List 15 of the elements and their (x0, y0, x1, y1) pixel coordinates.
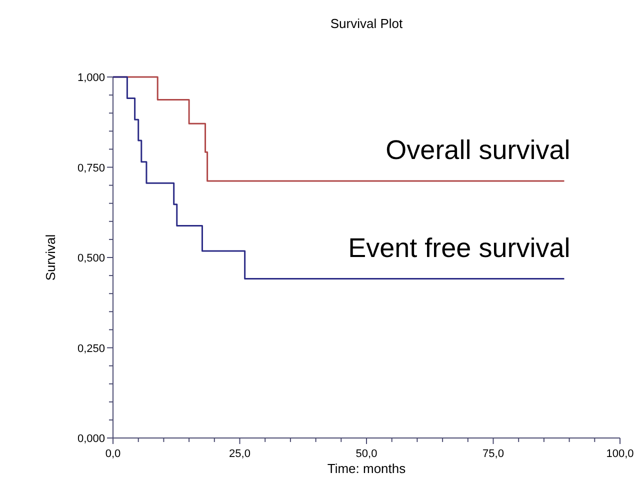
y-tick-label: 0,250 (77, 342, 105, 355)
y-axis-title: Survival (43, 234, 58, 281)
x-axis-title: Time: months (327, 461, 406, 476)
x-tick-label: 25,0 (229, 448, 250, 460)
y-tick-label: 0,500 (77, 252, 105, 264)
x-tick-label: 50,0 (356, 448, 378, 460)
x-tick-label: 75,0 (482, 448, 504, 460)
x-tick-label: 100,0 (606, 448, 634, 460)
series-label: Event free survival (348, 232, 570, 263)
x-tick-label: 0,0 (105, 448, 121, 460)
y-tick-label: 1,000 (77, 72, 105, 84)
y-tick-label: 0,750 (77, 162, 105, 174)
chart-title: Survival Plot (330, 16, 404, 31)
y-tick-label: 0,000 (77, 433, 105, 445)
series-label: Overall survival (386, 134, 570, 165)
